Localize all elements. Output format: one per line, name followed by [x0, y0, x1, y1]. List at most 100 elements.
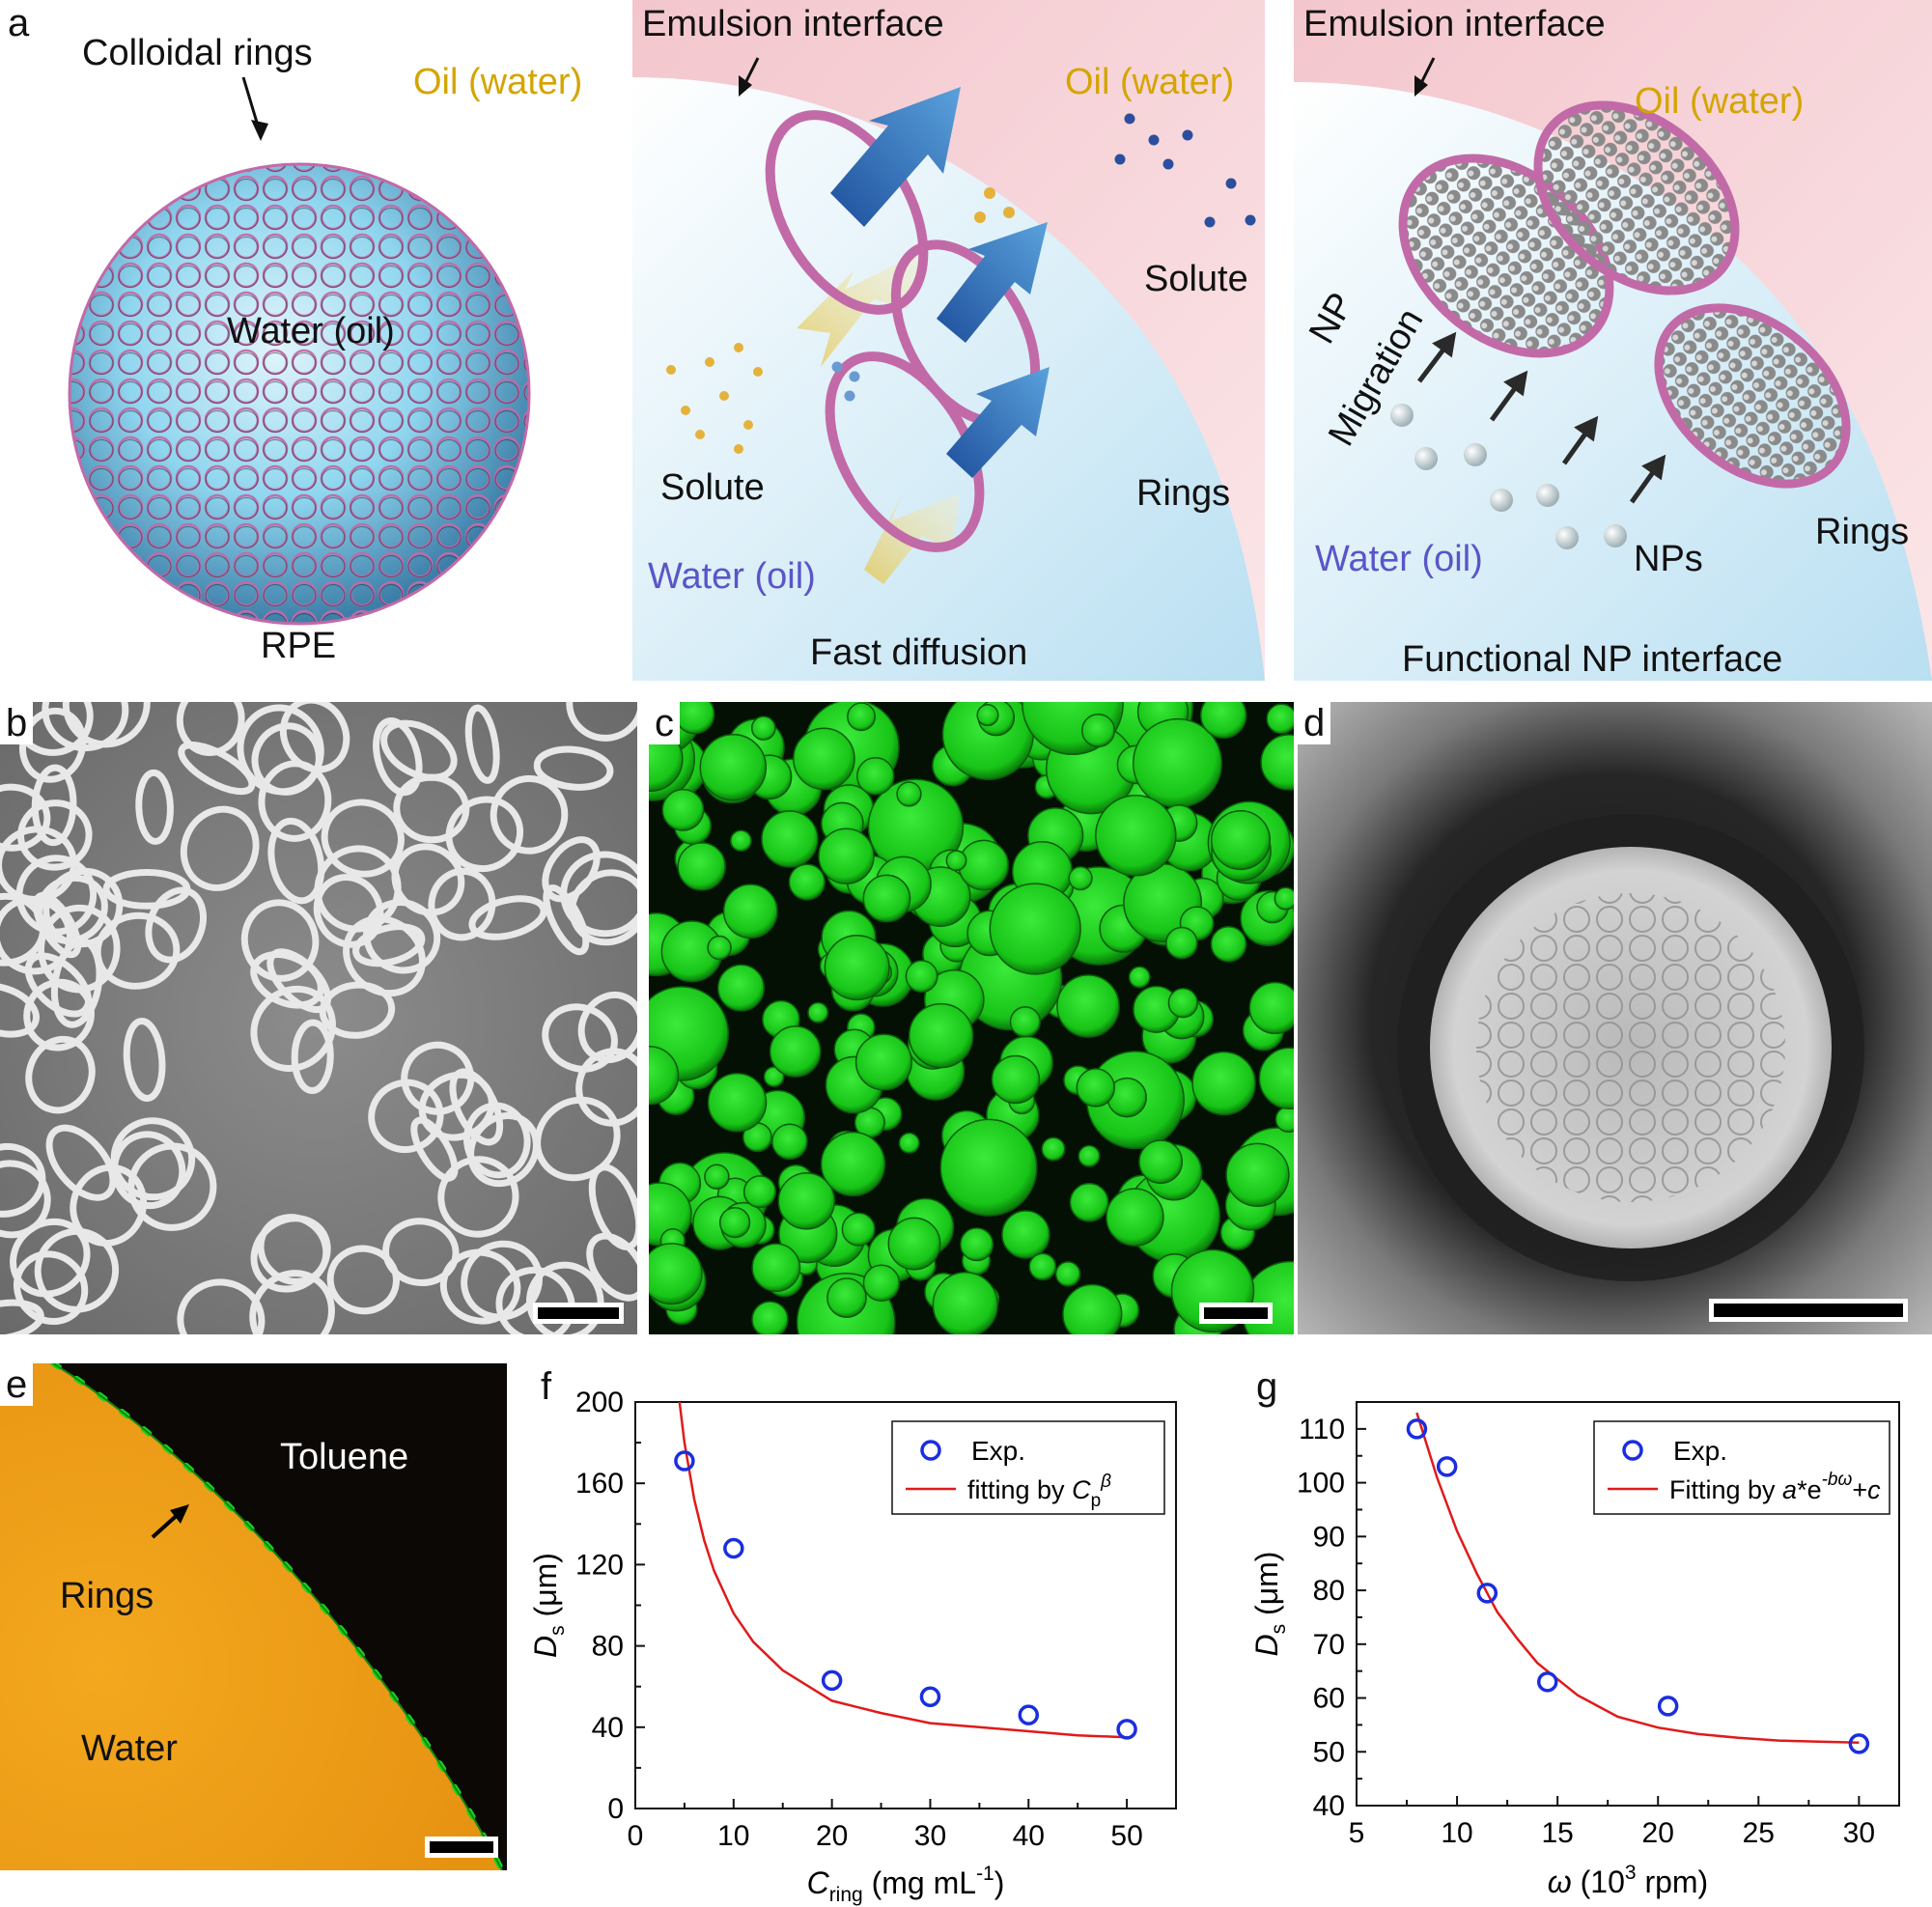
sem-ring: [111, 1131, 186, 1210]
colloidal-rings-label: Colloidal rings: [82, 33, 313, 73]
sem-ring: [352, 923, 426, 968]
y-tick-label: 200: [575, 1387, 624, 1418]
data-point: [821, 1669, 843, 1692]
plot-frame: [1356, 1401, 1900, 1807]
fast-diffusion-illustration: [632, 0, 1265, 681]
droplet: [751, 1301, 789, 1334]
droplet: [1274, 886, 1294, 911]
sem-ring: [23, 978, 95, 1052]
data-point: [1657, 1696, 1679, 1717]
panel-g-chart: g 5 10 15 20 25 30 40 50 60 70 80 90 100 110 Exp. Fitti…: [1241, 1352, 1932, 1907]
droplet: [1009, 1006, 1042, 1038]
droplet: [1138, 1139, 1184, 1185]
sem-ring: [240, 899, 320, 982]
y-tick-label: 120: [575, 1549, 624, 1581]
droplet: [1258, 1047, 1294, 1110]
droplet: [1128, 966, 1151, 989]
legend-label-exp: Exp.: [971, 1436, 1025, 1466]
sem-ring: [363, 899, 441, 974]
sem-ring: [0, 1142, 46, 1218]
panel-label-c: c: [649, 702, 680, 744]
sem-ring: [34, 1227, 120, 1313]
data-point: [674, 1450, 695, 1472]
legend-marker: [920, 1440, 941, 1461]
water-oil-label-right: Water (oil): [1315, 539, 1483, 579]
droplet: [716, 964, 766, 1012]
droplet: [1001, 1210, 1050, 1259]
sem-ring: [575, 1048, 637, 1127]
droplet: [1056, 974, 1120, 1038]
sem-ring: [445, 796, 524, 873]
droplet: [1167, 988, 1198, 1019]
y-tick-label: 90: [1313, 1521, 1345, 1553]
droplet: [788, 863, 826, 901]
toluene-label: Toluene: [280, 1437, 409, 1477]
sem-ring: [410, 1116, 459, 1182]
y-tick-label: 50: [1313, 1736, 1345, 1768]
emulsion-interface-label-middle: Emulsion interface: [642, 4, 944, 44]
rings-label-right: Rings: [1815, 512, 1910, 552]
sem-ring: [533, 745, 614, 791]
y-axis-label: Ds (μm): [528, 1553, 569, 1658]
droplet: [1080, 713, 1116, 748]
droplet: [793, 727, 855, 791]
sem-ring: [543, 884, 590, 956]
droplet: [1041, 1136, 1066, 1162]
droplet: [854, 1033, 912, 1091]
droplet: [763, 1066, 785, 1087]
x-axis-label: Cring (mg mL-1): [807, 1863, 1005, 1906]
sem-ring: [94, 911, 181, 990]
droplet: [769, 1025, 822, 1078]
sem-ring: [180, 805, 260, 891]
droplet: [771, 1123, 808, 1161]
sem-ring: [145, 886, 207, 964]
x-axis-label: ω (103 rpm): [1548, 1862, 1708, 1899]
y-tick-label: 80: [592, 1631, 624, 1663]
droplet: [1068, 865, 1093, 891]
droplet: [674, 702, 715, 735]
sem-ring: [110, 1117, 196, 1201]
droplet: [818, 827, 875, 884]
fluorescent-droplets-micrograph: [649, 702, 1294, 1334]
panel-label-a: a: [8, 2, 30, 44]
sem-ring: [464, 704, 500, 784]
droplet: [761, 810, 819, 868]
sem-ring: [0, 1299, 44, 1334]
sem-ring: [0, 982, 40, 1038]
sem-ring: [542, 836, 601, 903]
legend-label-exp: Exp.: [1673, 1436, 1727, 1466]
free-nanoparticles: [1390, 404, 1627, 549]
sem-ring: [586, 1232, 637, 1302]
y-tick-label: 60: [1313, 1683, 1345, 1715]
water-oil-label-middle: Water (oil): [648, 556, 816, 597]
droplet: [742, 1175, 777, 1209]
droplet: [932, 1272, 998, 1334]
panel-b-sem-image: b: [0, 702, 637, 1334]
droplet: [677, 842, 726, 891]
data-point: [1436, 1456, 1458, 1477]
sem-ring: [439, 1248, 521, 1325]
y-tick-label: 110: [1299, 1414, 1345, 1445]
sem-ring: [326, 1245, 400, 1315]
droplet: [976, 704, 999, 727]
droplet: [905, 960, 938, 994]
scale-bar: [1199, 1303, 1273, 1324]
np-filled-ring: [1533, 100, 1740, 295]
sem-ring: [314, 845, 402, 933]
droplet: [1210, 925, 1247, 963]
droplet: [649, 1046, 680, 1106]
y-tick-label: 160: [575, 1468, 624, 1500]
droplet: [826, 1277, 867, 1318]
droplet: [1095, 795, 1177, 877]
sem-ring: [17, 799, 93, 871]
sem-ring: [468, 895, 547, 940]
droplet: [862, 1264, 901, 1303]
panel-a-middle: Emulsion interface Oil (water) Solute So…: [632, 0, 1265, 681]
nps-label: NPs: [1634, 539, 1703, 579]
sem-ring: [401, 1041, 475, 1115]
droplet: [856, 757, 895, 796]
legend-marker: [1622, 1440, 1643, 1461]
droplet: [1274, 1106, 1294, 1134]
sem-ring: [534, 1096, 621, 1182]
sem-ring: [368, 1079, 444, 1154]
